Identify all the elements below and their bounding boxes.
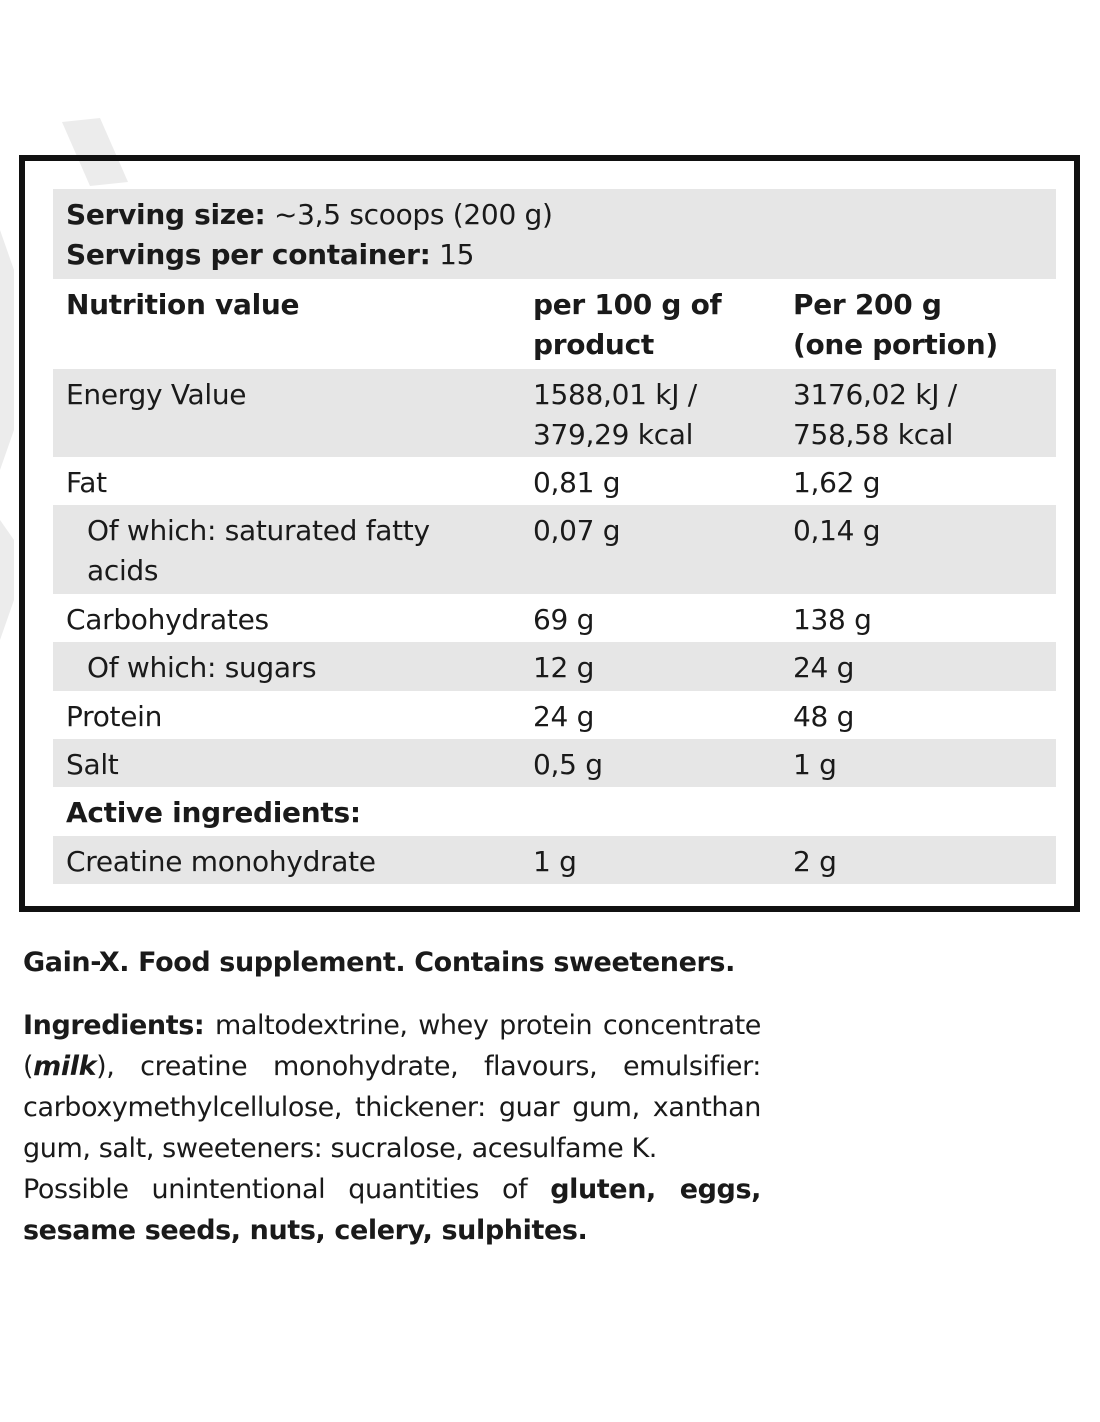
value-per-100g: 69 g (533, 603, 595, 636)
value-per-200g: 2 g (793, 845, 837, 878)
nutrient-name: Protein (66, 700, 163, 733)
value-per-100g: 0,07 g (533, 514, 621, 547)
table-row: Fat 0,81 g 1,62 g (53, 457, 1056, 505)
nutrient-name-line2: acids (87, 554, 159, 587)
nutrient-name: Of which: saturated fatty acids (87, 511, 507, 591)
value-per-100g: 12 g (533, 651, 595, 684)
nutrient-name: Creatine monohydrate (66, 845, 376, 878)
table-row: Salt 0,5 g 1 g (53, 739, 1056, 787)
active-ingredients-heading-row: Active ingredients: (53, 787, 1056, 836)
nutrient-name: Of which: sugars (87, 651, 317, 684)
serving-size: Serving size: ~3,5 scoops (200 g) (66, 195, 553, 235)
product-description: Gain-X. Food supplement. Contains sweete… (23, 947, 735, 978)
allergen-warning-prefix: Possible unintentional quantities of (23, 1174, 551, 1205)
value-per-100g: 24 g (533, 700, 595, 733)
nutrient-name: Carbohydrates (66, 603, 269, 636)
allergen-list: gluten, eggs, sesame seeds, nuts, celery… (23, 1174, 761, 1246)
nutrient-name: Energy Value (66, 378, 247, 411)
servings-per-container-label: Servings per container: (66, 238, 431, 271)
header-per-100g-line1: per 100 g of (533, 288, 722, 321)
allergen-milk: milk (33, 1051, 97, 1082)
ingredients-paragraph: Ingredients: maltodextrine, whey protein… (23, 1005, 761, 1169)
table-row: Carbohydrates 69 g 138 g (53, 594, 1056, 642)
nutrient-name: Fat (66, 466, 107, 499)
header-per-200g: Per 200 g (one portion) (793, 285, 1053, 365)
table-row: Of which: saturated fatty acids 0,07 g 0,… (53, 505, 1056, 594)
nutrient-name-line1: Of which: saturated fatty (87, 514, 430, 547)
table-header-row: Nutrition value per 100 g of product Per … (53, 279, 1056, 369)
table-row: Energy Value 1588,01 kJ / 379,29 kcal 317… (53, 369, 1056, 457)
ingredients-text-1: maltodextrine, whey protein concentrate … (23, 1010, 761, 1082)
value-per-200g: 138 g (793, 603, 872, 636)
value-per-200g: 0,14 g (793, 514, 881, 547)
serving-size-value: ~3,5 scoops (200 g) (265, 198, 553, 231)
table-row: Of which: sugars 12 g 24 g (53, 642, 1056, 691)
nutrition-facts-box: Serving size: ~3,5 scoops (200 g) Servin… (19, 155, 1080, 912)
ingredients-text-2: ), creatine monohydrate, flavours, emuls… (23, 1051, 761, 1164)
table-row: Protein 24 g 48 g (53, 691, 1056, 739)
nutrient-name: Salt (66, 748, 119, 781)
value-per-200g: 1,62 g (793, 466, 881, 499)
header-per-200g-line2: (one portion) (793, 328, 998, 361)
servings-per-container-value: 15 (430, 238, 475, 271)
value-per-100g: 1 g (533, 845, 577, 878)
ingredients-section: Ingredients: maltodextrine, whey protein… (23, 1005, 761, 1251)
value-per-200g-line2: 758,58 kcal (793, 418, 954, 451)
allergen-warning: Possible unintentional quantities of glu… (23, 1169, 761, 1251)
value-per-200g: 3176,02 kJ / 758,58 kcal (793, 375, 1053, 455)
header-per-200g-line1: Per 200 g (793, 288, 942, 321)
serving-size-label: Serving size: (66, 198, 266, 231)
value-per-100g-line2: 379,29 kcal (533, 418, 694, 451)
header-per-100g: per 100 g of product (533, 285, 773, 365)
header-nutrition-value: Nutrition value (66, 288, 300, 321)
value-per-100g: 0,5 g (533, 748, 603, 781)
value-per-100g: 1588,01 kJ / 379,29 kcal (533, 375, 773, 455)
value-per-200g-line1: 3176,02 kJ / (793, 378, 957, 411)
active-ingredients-heading: Active ingredients: (66, 796, 361, 829)
servings-per-container: Servings per container: 15 (66, 235, 474, 275)
header-per-100g-line2: product (533, 328, 654, 361)
ingredients-label: Ingredients: (23, 1010, 205, 1041)
value-per-200g: 24 g (793, 651, 855, 684)
value-per-200g: 48 g (793, 700, 855, 733)
serving-info-row: Serving size: ~3,5 scoops (200 g) Servin… (53, 189, 1056, 279)
value-per-100g: 0,81 g (533, 466, 621, 499)
value-per-100g-line1: 1588,01 kJ / (533, 378, 697, 411)
nutrition-table: Serving size: ~3,5 scoops (200 g) Servin… (53, 189, 1056, 884)
value-per-200g: 1 g (793, 748, 837, 781)
table-row: Creatine monohydrate 1 g 2 g (53, 836, 1056, 884)
